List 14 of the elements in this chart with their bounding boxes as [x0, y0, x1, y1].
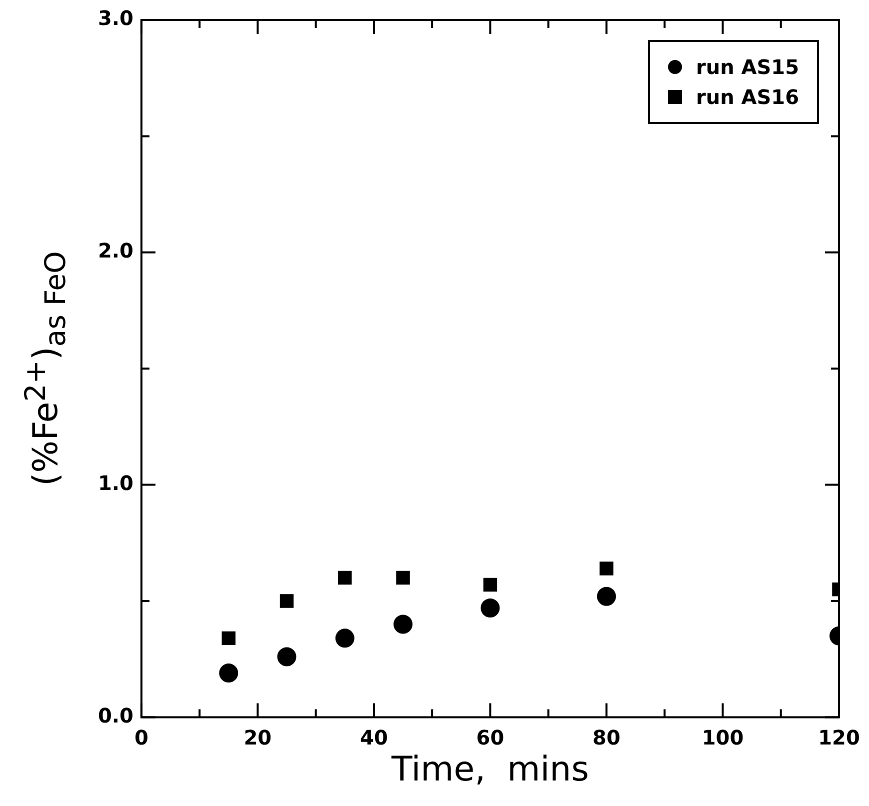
y-tick-label: 0.0 — [98, 703, 134, 728]
y-tick-label: 3.0 — [98, 6, 134, 30]
x-tick-label: 80 — [592, 725, 620, 750]
x-axis-title: Time, mins — [390, 749, 589, 790]
x-tick-label: 20 — [244, 725, 272, 750]
y-tick-label: 2.0 — [98, 238, 134, 263]
x-tick-label: 60 — [476, 725, 504, 750]
x-tick-label: 100 — [702, 725, 744, 750]
x-tick-label: 40 — [360, 725, 388, 750]
x-tick-label: 120 — [818, 725, 860, 750]
x-tick-label: 0 — [134, 725, 148, 750]
legend-label: run AS16 — [696, 84, 800, 111]
legend-label: run AS15 — [696, 54, 800, 81]
y-tick-label: 1.0 — [98, 471, 134, 496]
